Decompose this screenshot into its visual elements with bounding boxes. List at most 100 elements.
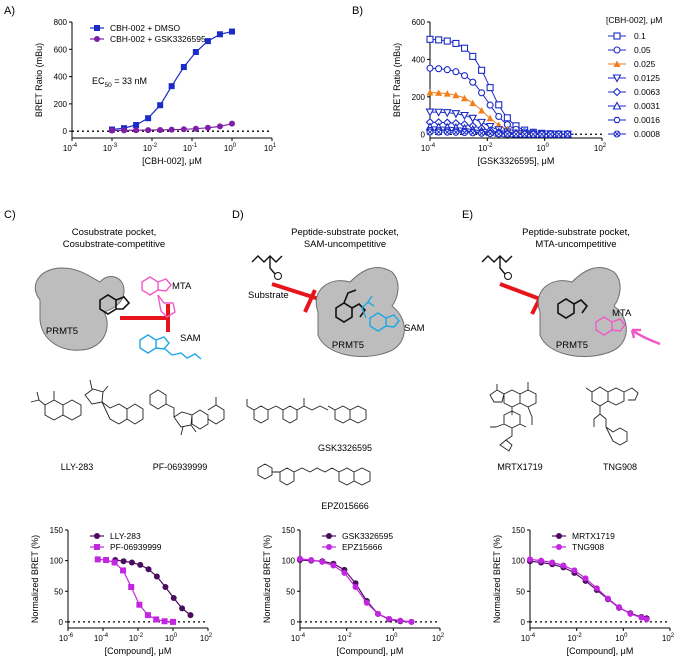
data-point	[443, 66, 451, 74]
x-tick-label: 100	[615, 633, 628, 643]
data-point	[133, 127, 140, 134]
y-tick-label: 0	[521, 618, 526, 627]
lly283-label: LLY-283	[61, 462, 94, 472]
data-point	[153, 573, 160, 580]
series-0-1: 0.1	[426, 31, 646, 138]
data-point	[128, 559, 135, 566]
data-point	[121, 127, 128, 134]
x-tick-label: 102	[432, 633, 445, 643]
y-tick-label: 0	[63, 127, 68, 136]
data-point	[452, 128, 460, 136]
ec50-annotation: EC50 = 33 nM	[92, 76, 147, 89]
x-tick-label: 101	[264, 143, 277, 153]
series-0-0008: 0.0008	[426, 128, 660, 139]
legend-marker	[613, 46, 621, 54]
inhibition-bar-d	[271, 282, 323, 313]
legend-marker	[94, 544, 100, 550]
data-point	[478, 106, 486, 114]
sam-structure-c	[139, 334, 202, 360]
y-axis-label: Normalized BRET (%)	[262, 535, 272, 623]
data-point	[486, 114, 494, 122]
x-tick-label: 100	[385, 633, 398, 643]
data-point	[549, 559, 556, 566]
data-point	[461, 94, 469, 102]
y-tick-label: 400	[54, 73, 68, 82]
data-point	[638, 614, 645, 621]
data-point	[582, 575, 589, 582]
legend-marker	[94, 25, 100, 31]
inhibitor-structure-d	[335, 289, 367, 323]
sam-structure-d	[361, 295, 400, 332]
x-axis-label: [CBH-002], μM	[142, 156, 202, 166]
y-tick-label: 200	[412, 93, 426, 102]
marker-cross	[444, 129, 450, 135]
marker-cross	[539, 131, 545, 137]
data-point	[168, 126, 175, 133]
data-point	[443, 37, 451, 45]
marker-cross	[565, 131, 570, 137]
prmt5-label-c: PRMT5	[46, 326, 78, 337]
x-tick-label: 10-2	[338, 633, 353, 643]
chart-b-bret-vs-gsk3326595: 10-4 10-2 100 102 0 200 400 600 [GSK3326595], μM…	[392, 15, 662, 166]
data-point	[495, 112, 503, 121]
legend-marker	[613, 60, 621, 67]
data-point	[527, 556, 533, 563]
substrate-peptide-d	[251, 255, 283, 275]
x-tick-exponent: -6	[68, 633, 74, 639]
inhibition-bar-c	[120, 304, 170, 332]
data-point	[478, 66, 486, 74]
marker-cross	[496, 131, 502, 137]
legend-label: 0.0125	[634, 73, 660, 83]
y-tick-label: 50	[516, 587, 525, 596]
data-point	[192, 125, 199, 132]
data-point	[352, 583, 359, 590]
y-tick-label: 50	[286, 587, 295, 596]
legend-label: GSK3326595	[342, 531, 393, 541]
legend-marker	[556, 533, 562, 539]
chart-d-sam-uncompetitive: 10-4 10-2 100 102 0 50 100 150 [Compound], μM Nor…	[262, 526, 445, 656]
y-tick-label: 150	[282, 526, 296, 535]
prmt5-protein-c	[34, 267, 125, 351]
legend-marker	[613, 32, 621, 40]
x-tick-label: 100	[224, 143, 237, 153]
x-tick-exponent: 2	[441, 633, 445, 639]
x-tick-label: 10-1	[183, 143, 198, 153]
x-tick-label: 102	[594, 143, 607, 153]
y-axis-label: BRET Ratio (mBu)	[392, 43, 402, 117]
legend-title: [CBH-002], μM	[606, 15, 662, 25]
marker-cross	[530, 131, 536, 137]
data-point	[137, 561, 144, 568]
data-point	[153, 616, 160, 623]
legend-label: CBH-002 + GSK3326595	[110, 34, 206, 44]
series-line	[430, 67, 574, 135]
x-tick-exponent: 0	[233, 143, 237, 149]
substrate-peptide-e	[481, 255, 513, 275]
mta-label-e: MTA	[612, 308, 632, 319]
series-epz15666: EPZ15666	[297, 542, 415, 625]
prmt5-label-d: PRMT5	[332, 340, 364, 351]
data-point	[604, 595, 611, 602]
data-point	[435, 36, 443, 44]
data-point	[503, 114, 511, 122]
panel-label-a: A)	[4, 5, 15, 17]
legend-marker	[94, 36, 100, 42]
x-tick-label: 10-6	[59, 633, 74, 643]
data-point	[426, 64, 434, 72]
pf06939999-structure	[149, 389, 225, 436]
x-tick-label: 100	[537, 143, 550, 153]
x-tick-label: 10-4	[421, 143, 436, 153]
prmt5-label-e: PRMT5	[556, 340, 588, 351]
data-point	[157, 126, 164, 133]
inhibitor-structure-c	[99, 294, 131, 315]
x-tick-exponent: -4	[530, 633, 536, 639]
data-point	[452, 91, 460, 99]
legend-marker	[326, 544, 332, 550]
data-point	[204, 38, 211, 45]
marker-cross	[453, 129, 459, 135]
x-tick-label: 10-4	[94, 633, 109, 643]
x-tick-label: 10-4	[521, 633, 536, 643]
y-tick-label: 150	[512, 526, 526, 535]
legend-marker	[556, 544, 562, 550]
marker-cross	[556, 131, 562, 137]
data-point	[616, 604, 623, 611]
